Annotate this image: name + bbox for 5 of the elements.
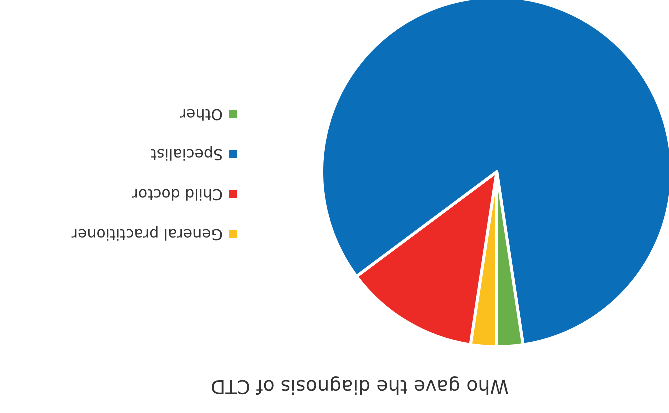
legend-label: Other	[180, 106, 223, 124]
legend-label: General practitioner	[70, 226, 223, 244]
legend-label: Specialist	[150, 146, 223, 164]
text: Who gave the diagnosis of CTD	[210, 376, 510, 398]
legend-label: Child doctor	[131, 186, 223, 204]
